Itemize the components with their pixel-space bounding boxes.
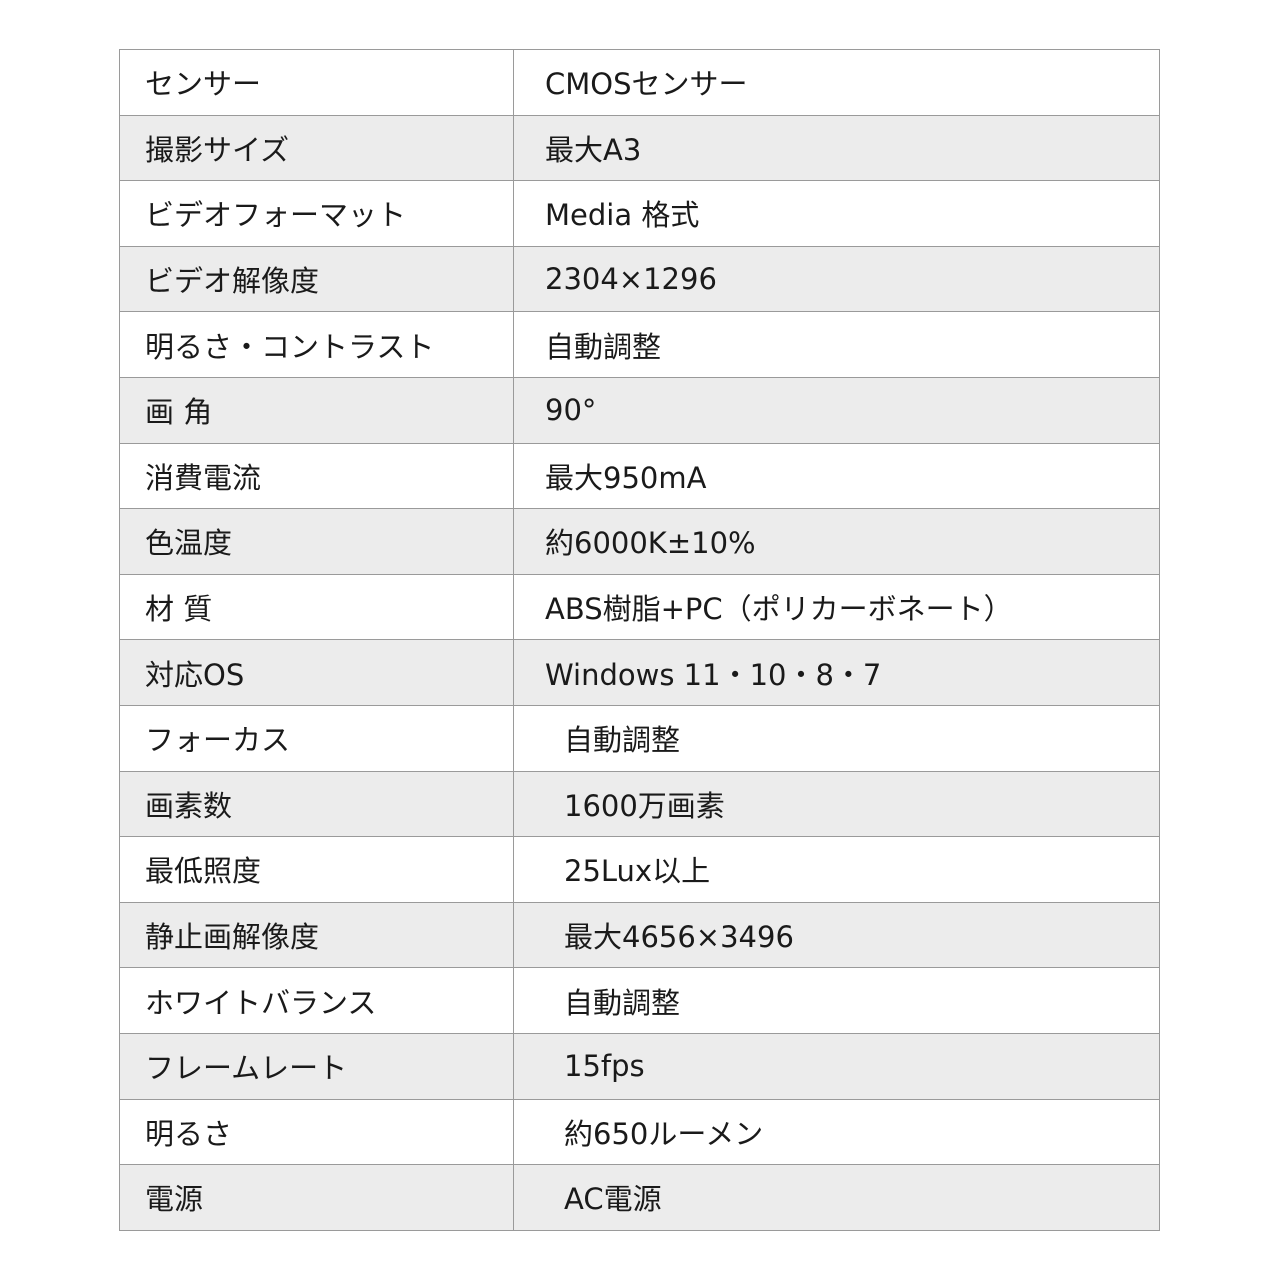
spec-label: 対応OS: [119, 639, 514, 706]
spec-label: フォーカス: [119, 704, 514, 772]
spec-value: 最大A3: [513, 114, 1160, 181]
spec-label: ホワイトバランス: [119, 967, 514, 1034]
spec-row: 明るさ・コントラスト 自動調整: [119, 311, 1160, 378]
spec-value: 最大950mA: [513, 442, 1160, 509]
spec-label: ビデオ解像度: [119, 245, 514, 312]
spec-value: 自動調整: [513, 311, 1160, 378]
spec-label: フレームレート: [119, 1032, 514, 1099]
spec-row: 画素数 1600万画素: [119, 770, 1160, 837]
spec-label: 材 質: [119, 573, 514, 640]
spec-row: フォーカス 自動調整: [119, 704, 1160, 772]
spec-label: 色温度: [119, 508, 514, 575]
spec-table: センサー CMOSセンサー 撮影サイズ 最大A3 ビデオフォーマット Media 格式 ビデ…: [119, 49, 1160, 1231]
spec-value: AC電源: [513, 1164, 1160, 1231]
spec-value: Media 格式: [513, 180, 1160, 247]
spec-value: CMOSセンサー: [545, 67, 748, 102]
spec-row: 電源 AC電源: [119, 1164, 1160, 1231]
spec-value: 1600万画素: [513, 770, 1160, 837]
spec-label: 消費電流: [119, 442, 514, 509]
spec-row: 最低照度 25Lux以上: [119, 836, 1160, 903]
spec-label: 明るさ: [119, 1098, 514, 1165]
spec-row: ホワイトバランス 自動調整: [119, 967, 1160, 1034]
spec-value: 2304×1296: [513, 245, 1160, 312]
spec-row: 色温度 約6000K±10%: [119, 508, 1160, 575]
spec-value: 自動調整: [513, 704, 1160, 772]
spec-value: 約650ルーメン: [513, 1098, 1160, 1165]
spec-label: 静止画解像度: [119, 901, 514, 968]
spec-row: 撮影サイズ 最大A3: [119, 114, 1160, 181]
spec-label: 画 角: [119, 376, 514, 444]
spec-value: 25Lux以上: [513, 836, 1160, 903]
spec-row: フレームレート 15fps: [119, 1032, 1160, 1099]
spec-row: 対応OS Windows 11・10・8・7: [119, 639, 1160, 706]
spec-value: ABS樹脂+PC（ポリカーボネート）: [513, 573, 1160, 640]
spec-label: 電源: [119, 1164, 514, 1231]
spec-value: 最大4656×3496: [513, 901, 1160, 968]
spec-row: 材 質 ABS樹脂+PC（ポリカーボネート）: [119, 573, 1160, 640]
spec-row: 画 角 90°: [119, 376, 1160, 444]
spec-row: センサー CMOSセンサー: [119, 49, 1160, 116]
spec-row: 静止画解像度 最大4656×3496: [119, 901, 1160, 968]
spec-label: 明るさ・コントラスト: [119, 311, 514, 378]
spec-value: 90°: [513, 376, 1160, 444]
spec-value: Windows 11・10・8・7: [513, 639, 1160, 706]
spec-row: ビデオ解像度 2304×1296: [119, 245, 1160, 312]
spec-table-body: センサー CMOSセンサー 撮影サイズ 最大A3 ビデオフォーマット Media 格式 ビデ…: [119, 49, 1160, 1231]
spec-row: 明るさ 約650ルーメン: [119, 1098, 1160, 1165]
spec-label: 画素数: [119, 770, 514, 837]
spec-value: 自動調整: [513, 967, 1160, 1034]
spec-row: 消費電流 最大950mA: [119, 442, 1160, 509]
spec-value: 約6000K±10%: [513, 508, 1160, 575]
spec-label: センサー: [119, 49, 514, 116]
spec-label: 最低照度: [119, 836, 514, 903]
spec-value: 15fps: [513, 1032, 1160, 1099]
spec-row: ビデオフォーマット Media 格式: [119, 180, 1160, 247]
spec-label: 撮影サイズ: [119, 114, 514, 181]
spec-label: ビデオフォーマット: [119, 180, 514, 247]
